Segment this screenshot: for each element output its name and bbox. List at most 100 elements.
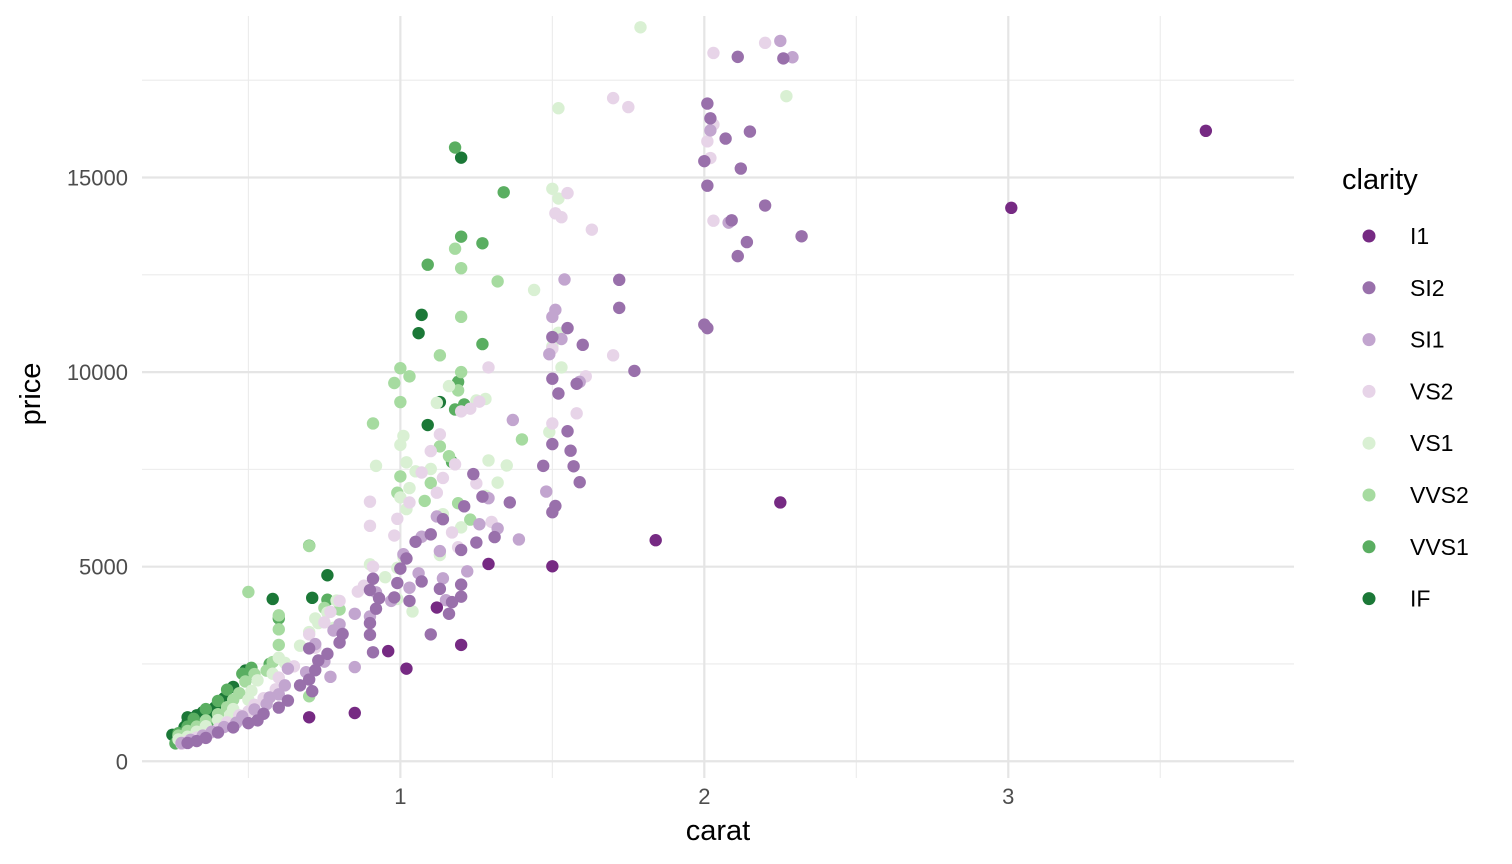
data-point-si1 bbox=[540, 485, 553, 498]
data-point-si2 bbox=[312, 654, 325, 667]
data-point-si1 bbox=[543, 347, 556, 361]
data-point-vs1 bbox=[251, 674, 264, 687]
data-point-vs2 bbox=[473, 395, 486, 408]
data-point-vs2 bbox=[430, 486, 444, 499]
data-point-vs2 bbox=[464, 402, 477, 415]
data-point-si1 bbox=[278, 679, 292, 692]
data-point-vs1 bbox=[491, 476, 504, 489]
data-point-vs2 bbox=[585, 223, 599, 236]
y-tick-label: 10000 bbox=[67, 360, 128, 385]
data-point-si2 bbox=[454, 578, 468, 591]
data-point-vvs2 bbox=[242, 585, 255, 599]
data-point-i1 bbox=[454, 638, 468, 652]
data-point-si2 bbox=[211, 726, 225, 739]
point-layer bbox=[166, 21, 1213, 750]
data-point-si1 bbox=[348, 660, 361, 674]
legend-key-i1 bbox=[1362, 229, 1376, 243]
data-point-si2 bbox=[372, 592, 386, 605]
data-point-vs2 bbox=[388, 529, 401, 542]
data-point-vvs2 bbox=[418, 494, 431, 508]
data-point-si2 bbox=[336, 627, 349, 641]
data-point-si1 bbox=[461, 565, 474, 578]
legend-label-vs1: VS1 bbox=[1410, 430, 1453, 456]
legend-items: I1 SI2 SI1 VS2 VS1 VVS2 VVS1 IF bbox=[1362, 223, 1469, 612]
data-point-vvs2 bbox=[515, 433, 529, 446]
data-point-vs1 bbox=[430, 396, 444, 410]
legend-item-vvs2: VVS2 bbox=[1362, 482, 1469, 508]
data-point-i1 bbox=[1199, 124, 1213, 138]
data-point-vs2 bbox=[363, 495, 377, 508]
data-point-si2 bbox=[549, 499, 562, 513]
legend-key-vvs2 bbox=[1362, 488, 1376, 502]
data-point-si2 bbox=[613, 301, 626, 315]
data-point-si2 bbox=[567, 460, 580, 473]
legend-label-i1: I1 bbox=[1410, 223, 1429, 249]
data-point-si2 bbox=[758, 199, 772, 212]
data-point-si2 bbox=[546, 437, 559, 451]
data-point-vvs1 bbox=[421, 258, 434, 271]
legend-label-vvs1: VVS1 bbox=[1410, 534, 1469, 560]
data-point-i1 bbox=[400, 662, 413, 675]
data-point-vs2 bbox=[318, 616, 331, 629]
data-point-si1 bbox=[512, 533, 526, 546]
x-tick-label: 3 bbox=[1002, 784, 1014, 809]
data-point-si2 bbox=[424, 628, 437, 641]
data-point-si2 bbox=[457, 500, 471, 513]
data-point-si2 bbox=[309, 663, 322, 677]
data-point-vs1 bbox=[369, 459, 383, 473]
data-point-vs2 bbox=[333, 594, 346, 608]
data-point-vs1 bbox=[397, 429, 410, 443]
data-point-vs2 bbox=[448, 458, 462, 471]
data-point-vs2 bbox=[363, 519, 377, 533]
data-point-si1 bbox=[546, 310, 559, 324]
data-point-si2 bbox=[363, 616, 377, 630]
data-point-vs2 bbox=[707, 214, 720, 227]
data-point-vs2 bbox=[606, 91, 620, 105]
data-point-vvs2 bbox=[394, 470, 407, 483]
data-point-si2 bbox=[552, 387, 565, 400]
data-point-if bbox=[266, 592, 279, 606]
data-point-vs2 bbox=[622, 100, 635, 114]
data-point-si2 bbox=[576, 338, 589, 352]
data-point-vs2 bbox=[415, 466, 428, 479]
y-tick-label: 15000 bbox=[67, 166, 128, 191]
data-point-vs1 bbox=[406, 605, 419, 618]
data-point-si2 bbox=[415, 575, 428, 588]
data-point-si2 bbox=[701, 97, 714, 110]
legend-key-si1 bbox=[1362, 333, 1376, 347]
data-point-vs1 bbox=[403, 481, 416, 495]
data-point-vs2 bbox=[445, 526, 459, 539]
data-point-vvs1 bbox=[220, 683, 234, 696]
data-point-si2 bbox=[795, 230, 808, 243]
data-point-si1 bbox=[433, 544, 447, 558]
data-point-si2 bbox=[476, 490, 489, 503]
data-point-si2 bbox=[363, 628, 377, 641]
data-point-si2 bbox=[725, 214, 738, 227]
legend-key-vvs1 bbox=[1362, 540, 1376, 554]
data-point-si2 bbox=[388, 591, 401, 604]
data-point-vs2 bbox=[391, 512, 404, 526]
data-point-vvs2 bbox=[302, 539, 316, 553]
data-point-vs1 bbox=[442, 379, 456, 393]
data-point-vvs2 bbox=[272, 609, 285, 622]
data-point-vvs2 bbox=[448, 242, 462, 255]
legend-item-if: IF bbox=[1362, 586, 1430, 612]
data-point-si2 bbox=[366, 572, 380, 585]
data-point-vs2 bbox=[424, 444, 437, 458]
legend-key-if bbox=[1362, 592, 1376, 606]
data-point-si2 bbox=[366, 646, 380, 659]
data-point-si2 bbox=[302, 673, 316, 686]
data-point-vs2 bbox=[555, 211, 568, 224]
data-point-i1 bbox=[774, 496, 787, 509]
data-point-vvs2 bbox=[394, 395, 407, 409]
data-point-si2 bbox=[561, 425, 574, 438]
data-point-vvs1 bbox=[476, 337, 489, 351]
data-point-vvs2 bbox=[366, 417, 380, 430]
data-point-si2 bbox=[321, 647, 334, 661]
legend-item-i1: I1 bbox=[1362, 223, 1429, 249]
data-point-si2 bbox=[467, 467, 480, 481]
data-point-vs2 bbox=[403, 496, 416, 509]
data-point-si2 bbox=[740, 235, 754, 249]
